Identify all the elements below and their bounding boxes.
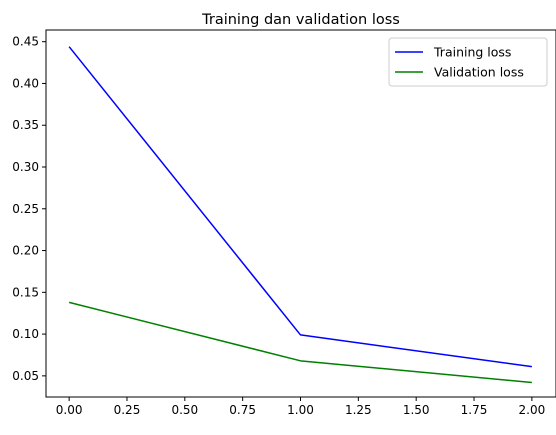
y-tick-label: 0.30 [12, 160, 39, 174]
y-tick-label: 0.10 [12, 327, 39, 341]
y-tick-label: 0.35 [12, 118, 39, 132]
x-tick-label: 1.50 [403, 403, 430, 417]
x-tick-label: 0.50 [171, 403, 198, 417]
legend-label: Validation loss [434, 65, 524, 80]
series-lines [68, 46, 532, 384]
legend-label: Training loss [433, 45, 511, 60]
legend: Training loss Validation loss [388, 37, 548, 87]
series-line-0 [68, 46, 532, 368]
chart-title: Training dan validation loss [201, 12, 400, 28]
y-axis: 0.05 0.10 0.15 0.20 0.25 0.30 0.35 0.40 0.45 [12, 35, 46, 383]
legend-box [388, 37, 548, 87]
x-tick-label: 1.25 [345, 403, 372, 417]
x-axis: 0.00 0.25 0.50 0.75 1.00 1.25 1.50 1.75 2.00 [56, 397, 545, 417]
y-tick-label: 0.20 [12, 244, 39, 258]
x-tick-label: 0.25 [114, 403, 141, 417]
series-line-1 [68, 301, 532, 384]
y-tick-label: 0.25 [12, 202, 39, 216]
y-tick-label: 0.40 [12, 76, 39, 90]
y-tick-label: 0.45 [12, 35, 39, 49]
x-tick-label: 2.00 [519, 403, 546, 417]
x-tick-label: 0.00 [56, 403, 83, 417]
y-tick-label: 0.15 [12, 285, 39, 299]
x-tick-label: 1.00 [287, 403, 314, 417]
x-tick-label: 0.75 [229, 403, 256, 417]
y-tick-label: 0.05 [12, 369, 39, 383]
x-tick-label: 1.75 [461, 403, 488, 417]
